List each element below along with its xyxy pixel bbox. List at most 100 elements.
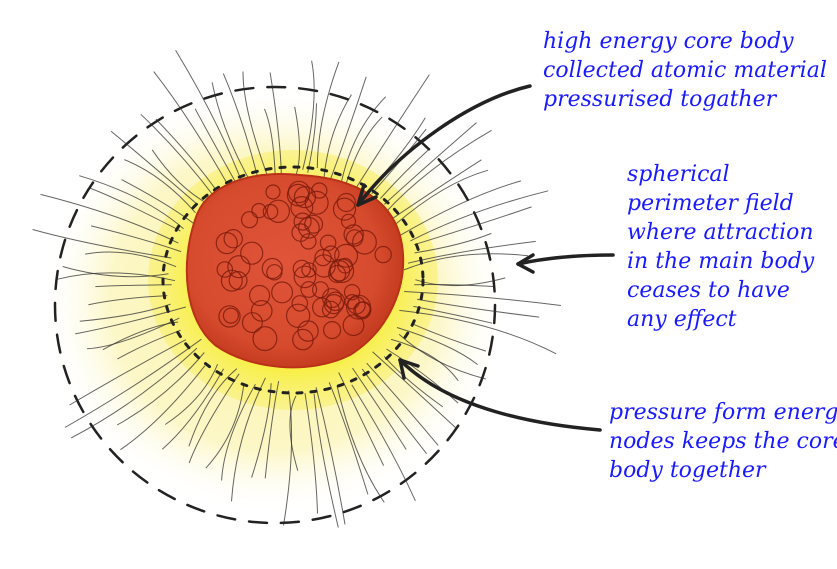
label-line: high energy core body [543,29,794,54]
atomic-particle [336,192,356,213]
atomic-particle [250,300,273,322]
energy-thread [264,381,280,479]
energy-thread [56,272,176,282]
energy-thread [366,362,439,446]
atomic-particle [287,180,311,204]
energy-thread [79,303,171,322]
energy-threads [32,49,561,528]
atomic-particle [329,258,355,284]
energy-thread [79,175,184,230]
energy-thread [164,364,219,425]
energy-thread [307,103,317,173]
energy-thread [396,327,479,365]
energy-thread [32,229,172,259]
energy-thread [302,60,315,170]
atomic-particle [312,281,330,299]
atomic-particle [301,262,317,278]
energy-thread [413,305,493,324]
energy-thread [269,72,282,179]
energy-thread [339,96,387,191]
atomic-particle [312,254,336,278]
atomic-particle [240,211,259,229]
energy-thread [414,284,494,287]
energy-thread [116,352,205,426]
energy-thread [194,108,240,189]
energy-thread [413,323,487,352]
energy-thread [121,179,196,226]
atomic-particle [325,291,346,312]
atomic-particle [293,212,312,231]
atomic-particle [293,265,317,289]
energy-thread [153,71,232,191]
energy-thread [338,372,385,466]
energy-thread [75,306,186,335]
atomic-particle [252,326,278,352]
atomic-particle [304,190,329,215]
label-line: spherical [627,162,730,187]
energy-thread [379,148,431,199]
energy-thread [188,373,240,464]
energy-thread [372,351,457,429]
energy-thread [361,368,427,455]
energy-thread [390,338,459,382]
energy-thread [87,317,180,350]
arrow-to-core [356,84,532,207]
energy-thread [289,395,299,471]
atomic-particle [311,182,328,199]
energy-thread [414,206,532,246]
atomic-particle [241,312,263,334]
label-line: pressurised togather [543,87,777,112]
atomic-particle [322,245,340,263]
energy-thread [40,193,179,244]
energy-thread [188,368,238,447]
energy-thread [328,76,367,184]
energy-thread [242,71,268,174]
atomic-particle [319,234,337,252]
arrow-to-node-ring [398,358,602,432]
atomic-particle [223,228,243,249]
atomic-particle [262,203,279,220]
atomic-particle [304,214,324,234]
atomic-particle [300,233,317,250]
energy-thread [70,347,198,439]
atomic-particle [218,305,241,328]
energy-thread [222,73,260,184]
atomic-particle [374,245,392,264]
label-line: where attraction [627,220,814,245]
atomic-particle [328,260,351,282]
energy-thread [69,339,186,406]
atomic-particle [266,264,283,281]
label-perimeter-field: spherical perimeter field where attraction… [627,160,814,334]
energy-thread [351,384,416,502]
atomic-particle [342,314,365,337]
energy-thread [231,377,266,502]
energy-thread [336,385,385,503]
energy-thread [110,130,198,205]
energy-thread [404,291,561,306]
energy-thread [264,108,276,177]
energy-thread [328,382,369,495]
energy-thread [383,122,477,205]
energy-thread [410,190,549,242]
energy-thread [399,309,557,355]
energy-thread [384,129,492,214]
atomic-particle [353,301,372,320]
energy-thread [175,49,245,187]
atomic-particle [334,243,359,268]
energy-thread [352,74,430,193]
atomic-particle [298,216,320,239]
energy-thread [383,356,444,408]
energy-thread [394,169,489,226]
atomic-particle [300,281,318,298]
energy-thread [117,329,181,360]
energy-thread [313,393,339,528]
atomic-particle [222,307,239,324]
atomic-particle [285,303,311,328]
energy-thread [399,180,522,237]
energy-thread [120,365,206,451]
energy-thread [140,113,217,199]
label-line: in the main body [627,249,815,274]
label-line: body together [609,458,766,483]
energy-thread [151,149,209,205]
